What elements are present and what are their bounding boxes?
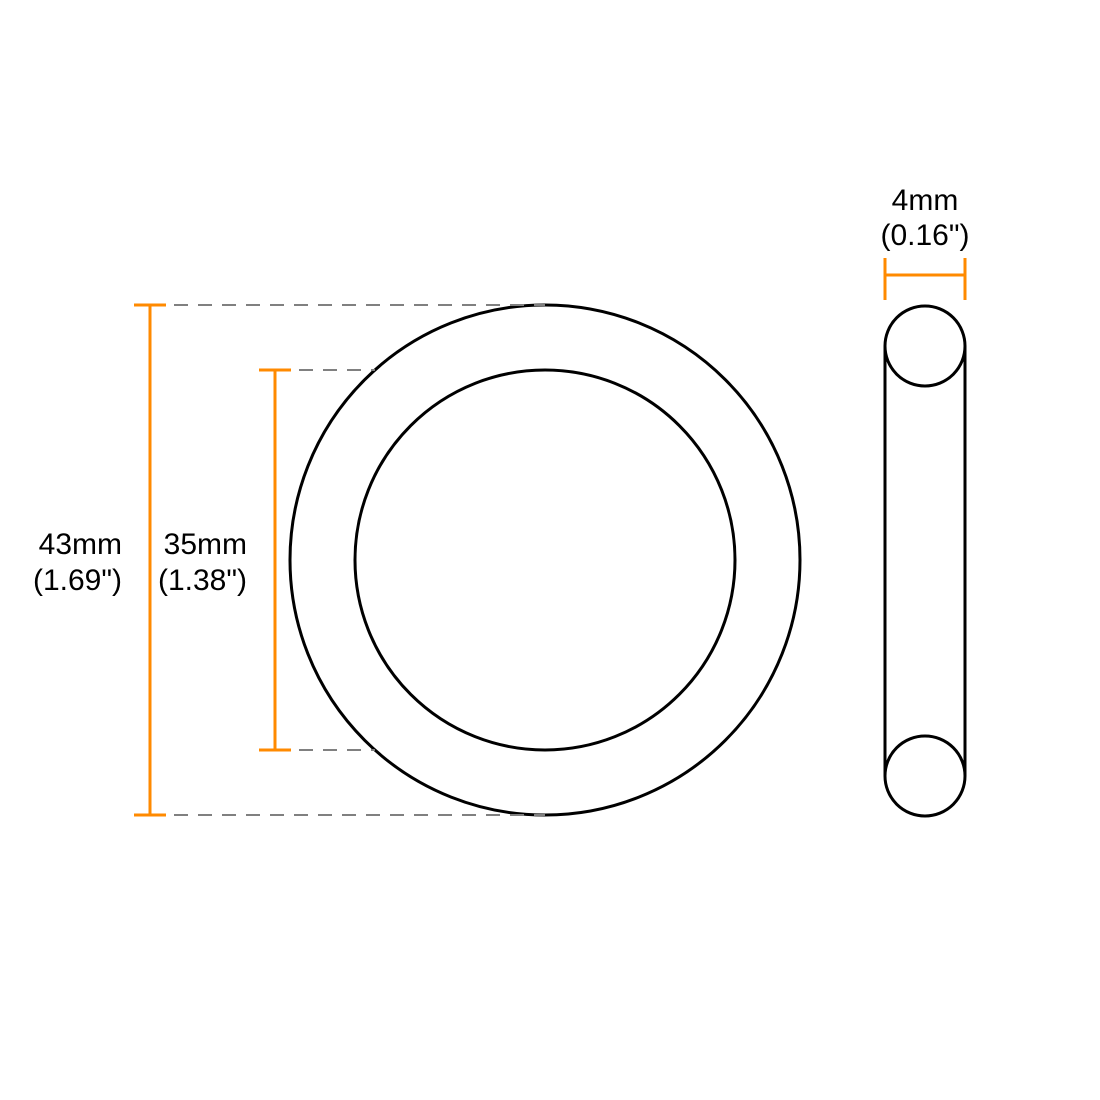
inner-dim-mm: 35mm [164, 528, 247, 561]
cross-section-bottom-circle [885, 736, 965, 816]
outer-dim-mm: 43mm [39, 528, 122, 561]
cord-dim-mm: 4mm [892, 184, 959, 217]
oring-inner-circle [355, 370, 735, 750]
cord-dim-inch: (0.16") [880, 219, 969, 252]
inner-dim-inch: (1.38") [158, 564, 247, 597]
outer-dim-inch: (1.69") [33, 564, 122, 597]
oring-outer-circle [290, 305, 800, 815]
cross-section-top-circle [885, 306, 965, 386]
